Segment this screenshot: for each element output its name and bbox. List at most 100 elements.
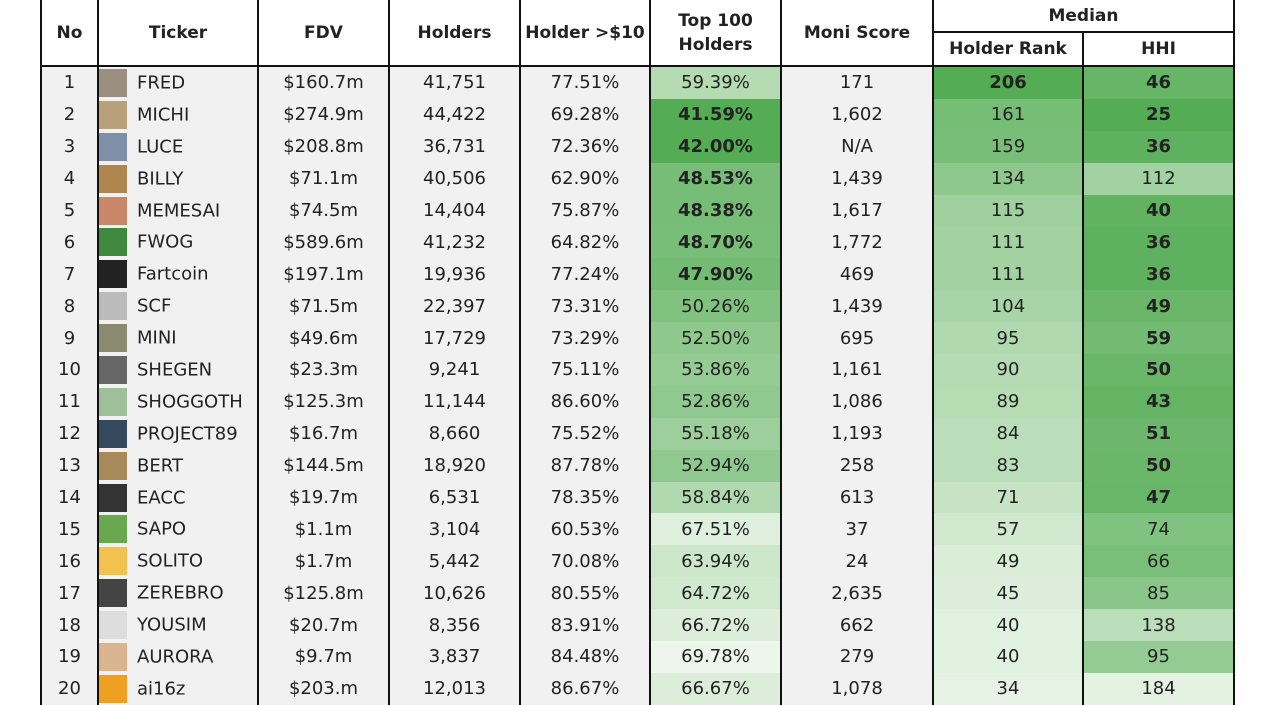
cell: 64.72% — [649, 577, 782, 610]
row: 10 SHEGEN $23.3m 9,241 75.11% 53.86% 1,161 90 50 — [40, 354, 1235, 386]
ticker: Fartcoin — [137, 263, 209, 285]
cell: 47.90% — [649, 258, 782, 291]
cell: 48.38% — [649, 194, 782, 227]
cell: 90 — [932, 354, 1084, 386]
ticker-cell: SOLITO — [97, 545, 259, 578]
cell: 69.78% — [649, 641, 782, 673]
cell: 8 — [40, 290, 99, 323]
ticker: ai16z — [137, 678, 186, 700]
cell: 58.84% — [649, 481, 782, 514]
cell: 87.78% — [519, 449, 651, 482]
cell: 14,404 — [388, 194, 521, 227]
ticker-cell: SHEGEN — [97, 354, 259, 386]
cell: 46 — [1082, 66, 1235, 99]
token-icon — [100, 674, 127, 703]
cell: 4 — [40, 162, 99, 195]
cell: 111 — [932, 226, 1084, 259]
row: 14 EACC $19.7m 6,531 78.35% 58.84% 613 71 47 — [40, 481, 1235, 514]
cell: 44,422 — [388, 98, 521, 131]
token-icon — [100, 642, 127, 671]
cell: $1.1m — [257, 513, 390, 546]
header: Holder >$10 — [519, 0, 651, 67]
cell: $1.7m — [257, 545, 390, 578]
cell: 12,013 — [388, 672, 521, 705]
cell: 134 — [932, 162, 1084, 195]
cell: 1 — [40, 66, 99, 99]
row: 15 SAPO $1.1m 3,104 60.53% 67.51% 37 57 74 — [40, 513, 1235, 546]
token-icon — [100, 324, 127, 353]
cell: 25 — [1082, 98, 1235, 131]
cell: 24 — [780, 545, 934, 578]
cell: 50.26% — [649, 290, 782, 323]
cell: 41,751 — [388, 66, 521, 99]
cell: 34 — [932, 672, 1084, 705]
cell: 59 — [1082, 322, 1235, 355]
row: 8 SCF $71.5m 22,397 73.31% 50.26% 1,439 104 49 — [40, 290, 1235, 323]
group-header: Median — [932, 0, 1235, 33]
cell: 2,635 — [780, 577, 934, 610]
ticker: MEMESAI — [137, 200, 221, 221]
row: 2 MICHI $274.9m 44,422 69.28% 41.59% 1,602 161 2… — [40, 98, 1235, 131]
row: 20 ai16z $203.m 12,013 86.67% 66.67% 1,078 34 18… — [40, 672, 1235, 705]
cell: $274.9m — [257, 98, 390, 131]
cell: $74.5m — [257, 194, 390, 227]
token-icon — [100, 260, 127, 289]
cell: 613 — [780, 481, 934, 514]
ticker: EACC — [137, 487, 186, 509]
header: Moni Score — [780, 0, 934, 67]
cell: $16.7m — [257, 417, 390, 450]
table-header: No Ticker FDV Holders Holder >$10 Top 10… — [40, 0, 1235, 67]
cell: 184 — [1082, 672, 1235, 705]
ticker-cell: ZEREBRO — [97, 577, 259, 610]
row: 6 FWOG $589.6m 41,232 64.82% 48.70% 1,772 111 36 — [40, 226, 1235, 259]
cell: 84.48% — [519, 641, 651, 673]
header: Ticker — [97, 0, 259, 67]
cell: $197.1m — [257, 258, 390, 291]
cell: 47 — [1082, 481, 1235, 514]
ticker: LUCE — [137, 136, 184, 158]
cell: 41,232 — [388, 226, 521, 259]
cell: 59.39% — [649, 66, 782, 99]
token-icon — [100, 451, 127, 480]
subheader: Holder Rank — [932, 32, 1084, 67]
ticker-cell: MICHI — [97, 98, 259, 131]
ticker: FWOG — [137, 231, 194, 253]
ticker-cell: SCF — [97, 290, 259, 323]
cell: 40 — [1082, 194, 1235, 227]
cell: 115 — [932, 194, 1084, 227]
row: 18 YOUSIM $20.7m 8,356 83.91% 66.72% 662 40 138 — [40, 609, 1235, 642]
cell: 15 — [40, 513, 99, 546]
cell: $71.5m — [257, 290, 390, 323]
cell: $20.7m — [257, 609, 390, 642]
cell: 66.67% — [649, 672, 782, 705]
cell: 19,936 — [388, 258, 521, 291]
cell: 73.31% — [519, 290, 651, 323]
cell: 86.67% — [519, 672, 651, 705]
header: No — [40, 0, 99, 67]
cell: 60.53% — [519, 513, 651, 546]
cell: 5,442 — [388, 545, 521, 578]
cell: 40 — [932, 609, 1084, 642]
token-icon — [100, 547, 127, 576]
row: 17 ZEREBRO $125.8m 10,626 80.55% 64.72% 2,635 4… — [40, 577, 1235, 610]
cell: $125.8m — [257, 577, 390, 610]
cell: 72.36% — [519, 130, 651, 163]
cell: 3 — [40, 130, 99, 163]
cell: 13 — [40, 449, 99, 482]
row: 11 SHOGGOTH $125.3m 11,144 86.60% 52.86% 1,086… — [40, 385, 1235, 418]
cell: 17 — [40, 577, 99, 610]
cell: 469 — [780, 258, 934, 291]
cell: 17,729 — [388, 322, 521, 355]
cell: 78.35% — [519, 481, 651, 514]
cell: 12 — [40, 417, 99, 450]
cell: 49 — [1082, 290, 1235, 323]
ticker: SCF — [137, 295, 172, 317]
token-icon — [100, 611, 127, 640]
table-body: 1 FRED $160.7m 41,751 77.51% 59.39% 171 206 46 2 M… — [40, 66, 1235, 705]
header: Holders — [388, 0, 521, 67]
cell: 6 — [40, 226, 99, 259]
cell: 2 — [40, 98, 99, 131]
cell: 8,356 — [388, 609, 521, 642]
cell: 62.90% — [519, 162, 651, 195]
cell: 40 — [932, 641, 1084, 673]
